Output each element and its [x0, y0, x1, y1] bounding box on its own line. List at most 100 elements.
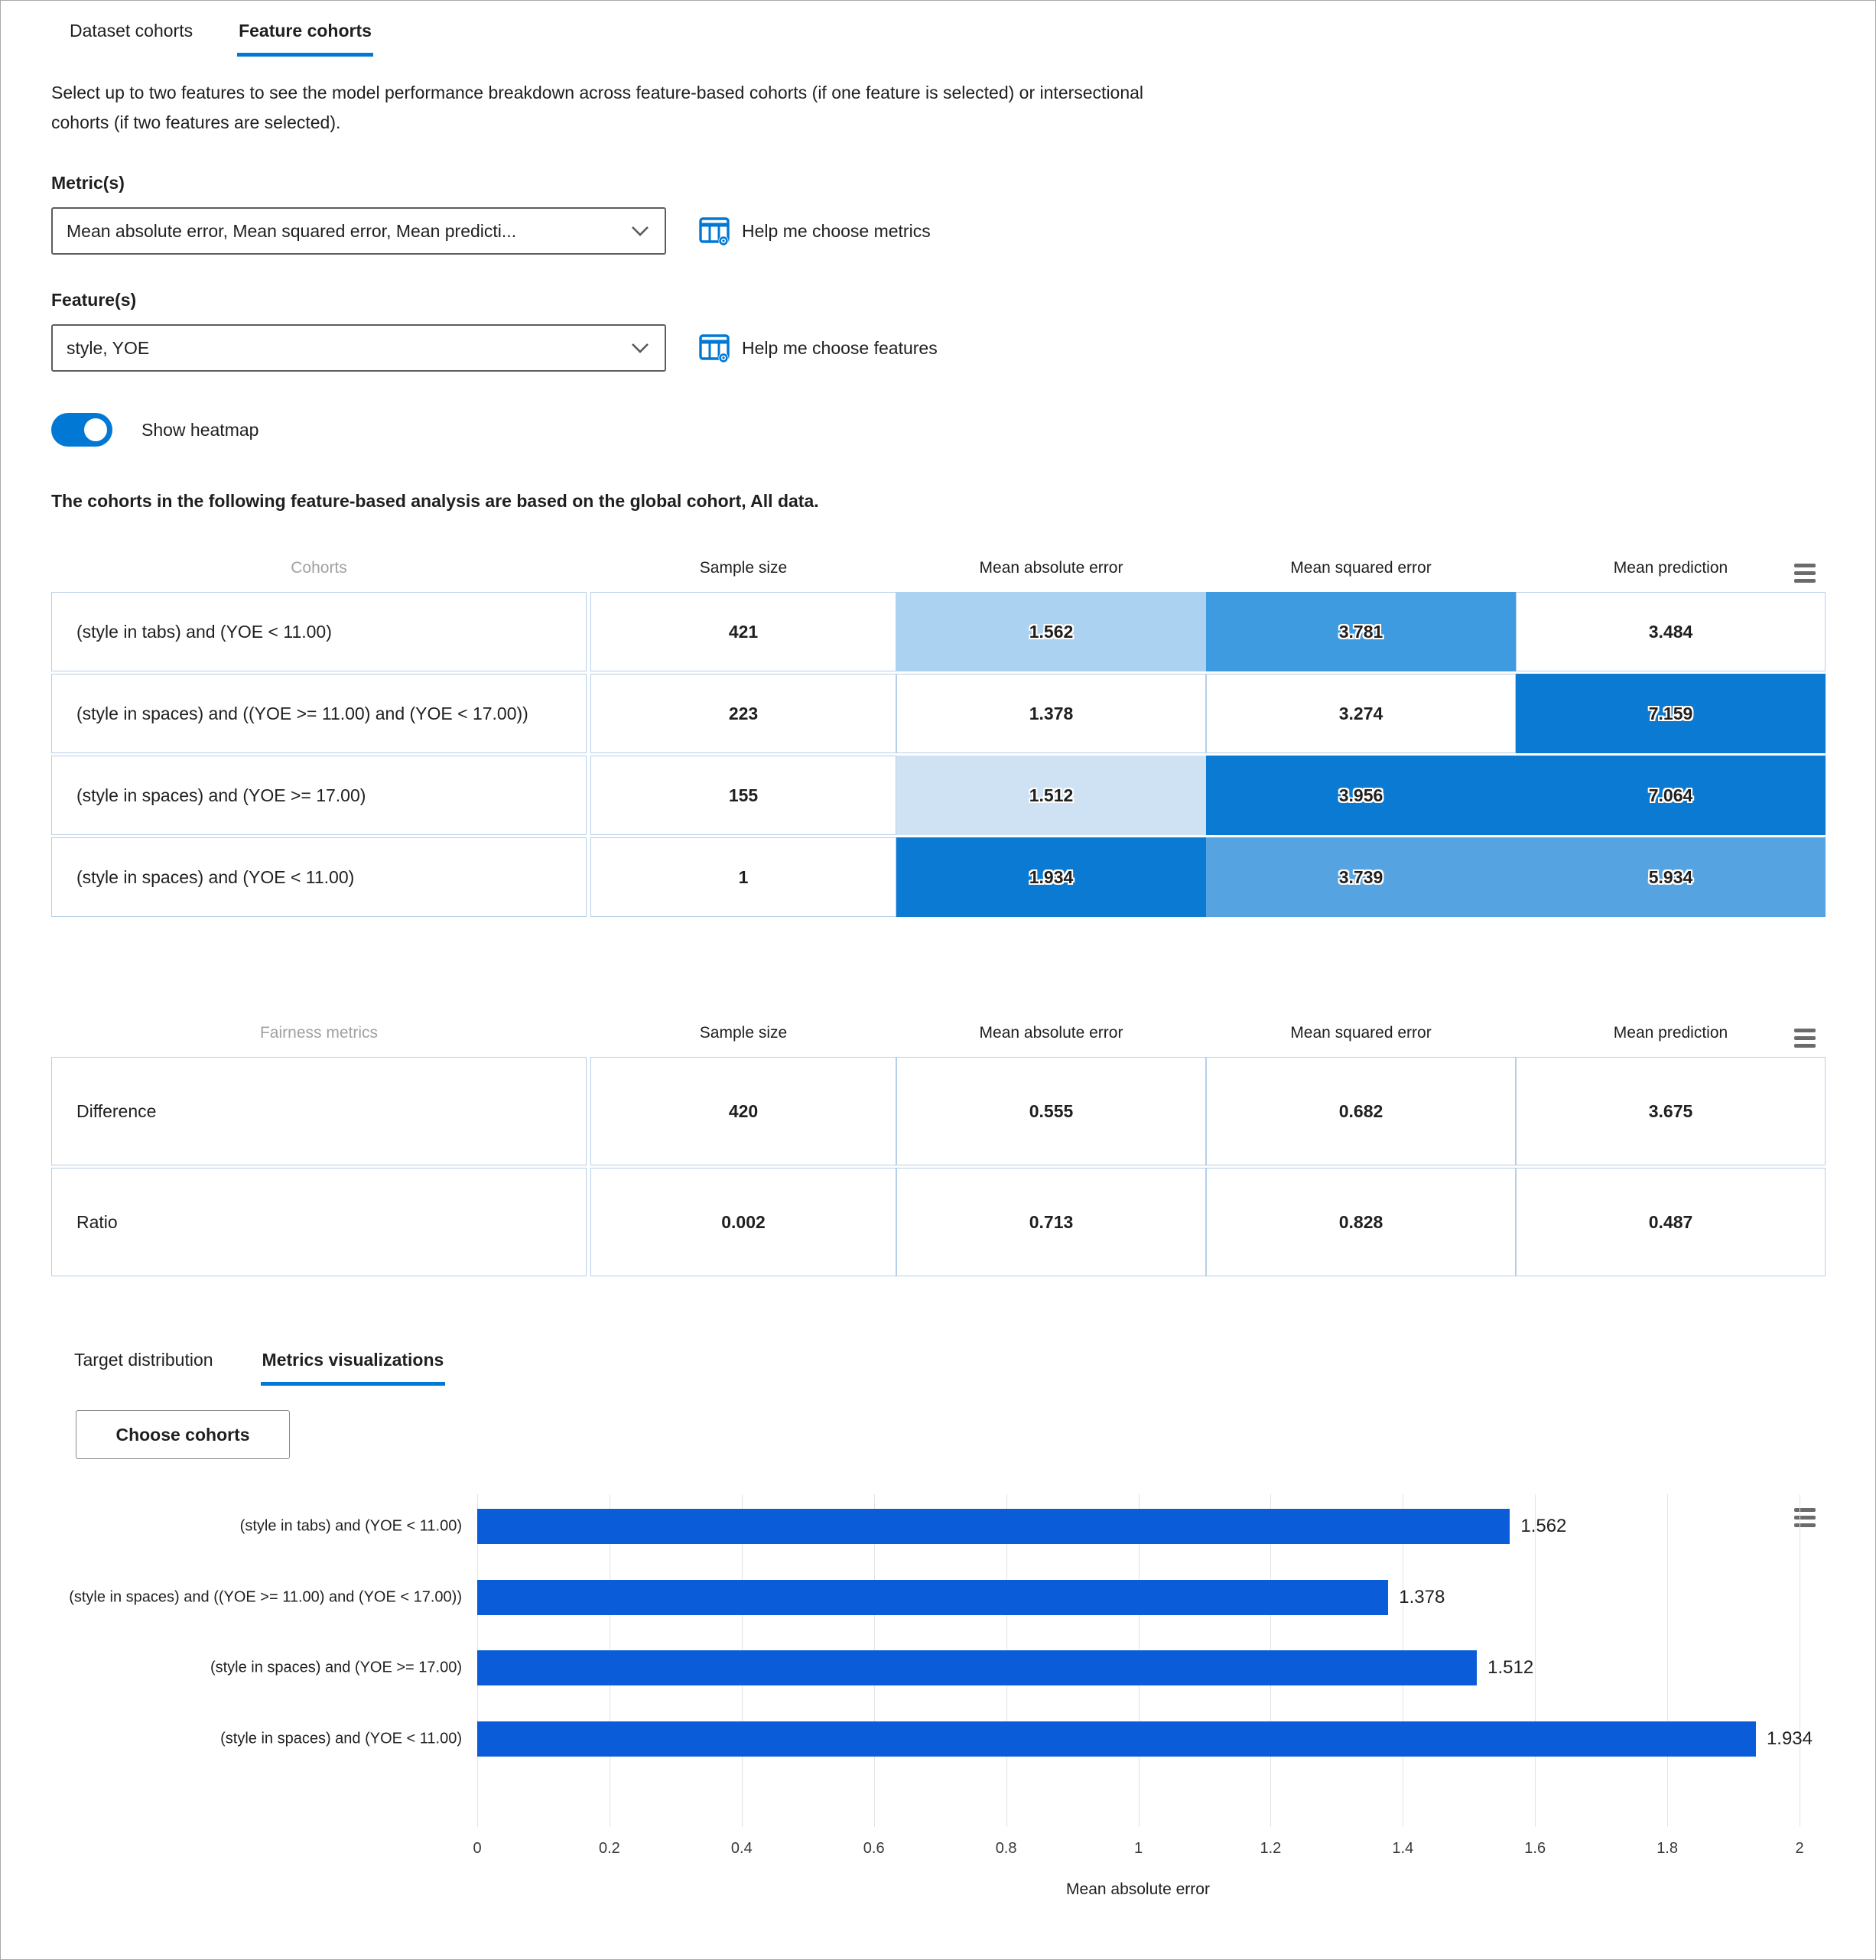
x-tick-label: 2 [1795, 1840, 1804, 1857]
col-header-mean-absolute-error: Mean absolute error [979, 1024, 1123, 1042]
x-tick-label: 0 [473, 1840, 482, 1857]
col-header-mean-squared-error: Mean squared error [1290, 559, 1432, 577]
fairness-value-cell: 3.675 [1516, 1057, 1826, 1165]
bar [477, 1721, 1756, 1757]
metric-heatmap-cell: 3.781 [1206, 592, 1516, 671]
metrics-dropdown-value: Mean absolute error, Mean squared error,… [67, 220, 517, 241]
col-header-fairness-metrics: Fairness metrics [259, 1024, 379, 1042]
bar [477, 1650, 1478, 1686]
col-header-sample-size: Sample size [699, 559, 788, 577]
category-label: (style in spaces) and ((YOE >= 11.00) an… [69, 1588, 462, 1606]
metrics-dropdown[interactable]: Mean absolute error, Mean squared error,… [51, 207, 666, 255]
fairness-value-cell: 0.682 [1206, 1057, 1516, 1165]
metric-heatmap-cell: 1.378 [896, 674, 1206, 753]
active-tab-underline [260, 1382, 446, 1386]
x-tick-label: 1 [1133, 1840, 1143, 1857]
x-tick-label: 1.4 [1392, 1840, 1414, 1857]
bar-value-label: 1.934 [1766, 1728, 1813, 1750]
features-dropdown[interactable]: style, YOE [51, 324, 666, 372]
metric-heatmap-cell: 7.159 [1516, 674, 1826, 753]
gridline [1667, 1494, 1669, 1827]
help-choose-metrics-link[interactable]: Help me choose metrics [698, 215, 931, 247]
hamburger-menu-icon[interactable] [1791, 1505, 1819, 1530]
sample-size-cell: 421 [590, 592, 896, 671]
table-row: (style in spaces) and ((YOE >= 11.00) an… [51, 674, 1826, 753]
help-choose-features-label: Help me choose features [742, 337, 938, 358]
metrics-bar-chart: 0 0.2 0.4 0.6 0.8 1 1.2 1.4 1.6 1.8 2 (style in tab… [51, 1494, 1825, 1938]
col-header-cohorts: Cohorts [291, 559, 347, 577]
fairness-value-cell: 0.555 [896, 1057, 1206, 1165]
metric-heatmap-cell: 1.562 [896, 592, 1206, 671]
tab-feature-cohorts[interactable]: Feature cohorts [237, 11, 373, 57]
table-row: (style in spaces) and (YOE >= 17.00) 155 1… [51, 756, 1826, 835]
col-header-mean-prediction: Mean prediction [1613, 559, 1728, 577]
tab-feature-cohorts-label: Feature cohorts [239, 21, 372, 41]
bar [477, 1579, 1389, 1615]
fairness-value-cell: 0.713 [896, 1168, 1206, 1276]
x-tick-label: 0.8 [995, 1840, 1017, 1857]
visualization-tabs: Target distribution Metrics visualizatio… [73, 1341, 1825, 1386]
table-row: (style in spaces) and (YOE < 11.00) 1 1.93… [51, 837, 1826, 917]
tab-dataset-cohorts[interactable]: Dataset cohorts [70, 21, 193, 41]
metric-heatmap-cell: 7.064 [1516, 756, 1826, 835]
col-header-mean-absolute-error: Mean absolute error [979, 559, 1123, 577]
fairness-value-cell: 0.828 [1206, 1168, 1516, 1276]
col-header-sample-size: Sample size [699, 1024, 788, 1042]
cohort-label-cell: (style in spaces) and (YOE >= 17.00) [51, 756, 587, 835]
category-label: (style in spaces) and (YOE >= 17.00) [210, 1659, 462, 1676]
choose-cohorts-button[interactable]: Choose cohorts [76, 1410, 290, 1459]
hamburger-menu-icon[interactable] [1791, 1026, 1819, 1051]
metric-heatmap-cell: 3.956 [1206, 756, 1516, 835]
metrics-field-label: Metric(s) [51, 173, 125, 193]
col-header-mean-squared-error: Mean squared error [1290, 1024, 1432, 1042]
x-axis-title: Mean absolute error [1066, 1880, 1210, 1898]
cohort-label-cell: (style in spaces) and ((YOE >= 11.00) an… [51, 674, 587, 753]
toggle-knob [84, 418, 107, 441]
sample-size-cell: 1 [590, 837, 896, 917]
fairness-value-cell: 420 [590, 1057, 896, 1165]
fairness-label-cell: Difference [51, 1057, 587, 1165]
cohort-type-tabs: Dataset cohorts Feature cohorts [68, 11, 1825, 57]
table-gear-icon [699, 334, 730, 363]
metric-heatmap-cell: 3.274 [1206, 674, 1516, 753]
chevron-down-icon [632, 226, 649, 236]
metric-heatmap-cell: 3.484 [1516, 592, 1826, 671]
plot-area: 0 0.2 0.4 0.6 0.8 1 1.2 1.4 1.6 1.8 2 (style in tab… [69, 1494, 1813, 1857]
metric-heatmap-cell: 5.934 [1516, 837, 1826, 917]
chevron-down-icon [632, 343, 649, 353]
fairness-value-cell: 0.487 [1516, 1168, 1826, 1276]
sample-size-cell: 223 [590, 674, 896, 753]
active-tab-underline [237, 53, 373, 57]
x-tick-label: 0.4 [730, 1840, 753, 1857]
table-gear-icon [699, 217, 730, 246]
gridline [1535, 1494, 1536, 1827]
fairness-metrics-table: Fairness metrics Sample size Mean absolu… [51, 1024, 1826, 1276]
x-tick-label: 1.2 [1260, 1840, 1282, 1857]
cohort-metrics-table: Cohorts Sample size Mean absolute error … [51, 559, 1826, 917]
help-choose-features-link[interactable]: Help me choose features [698, 332, 938, 364]
cohort-label-cell: (style in tabs) and (YOE < 11.00) [51, 592, 587, 671]
fairness-value-cell: 0.002 [590, 1168, 896, 1276]
table-row: Ratio 0.002 0.713 0.828 0.487 [51, 1168, 1826, 1276]
category-label: (style in spaces) and (YOE < 11.00) [220, 1730, 462, 1747]
show-heatmap-toggle[interactable] [51, 413, 112, 447]
tab-metrics-visualizations[interactable]: Metrics visualizations [260, 1341, 446, 1386]
sample-size-cell: 155 [590, 756, 896, 835]
metric-heatmap-cell: 1.934 [896, 837, 1206, 917]
tab-target-distribution[interactable]: Target distribution [74, 1350, 213, 1370]
bar-value-label: 1.562 [1520, 1516, 1567, 1536]
features-dropdown-value: style, YOE [67, 337, 150, 358]
hamburger-menu-icon[interactable] [1791, 561, 1819, 586]
help-choose-metrics-label: Help me choose metrics [742, 220, 931, 241]
show-heatmap-label: Show heatmap [141, 419, 259, 440]
fairness-label-cell: Ratio [51, 1168, 587, 1276]
table-row: Difference 420 0.555 0.682 3.675 [51, 1057, 1826, 1165]
table-row: (style in tabs) and (YOE < 11.00) 421 1.56… [51, 592, 1826, 671]
x-tick-label: 1.8 [1657, 1840, 1678, 1857]
x-tick-label: 1.6 [1524, 1840, 1546, 1857]
x-tick-label: 0.2 [598, 1840, 620, 1857]
metric-heatmap-cell: 1.512 [896, 756, 1206, 835]
metric-heatmap-cell: 3.739 [1206, 837, 1516, 917]
bar-value-label: 1.512 [1487, 1657, 1534, 1679]
